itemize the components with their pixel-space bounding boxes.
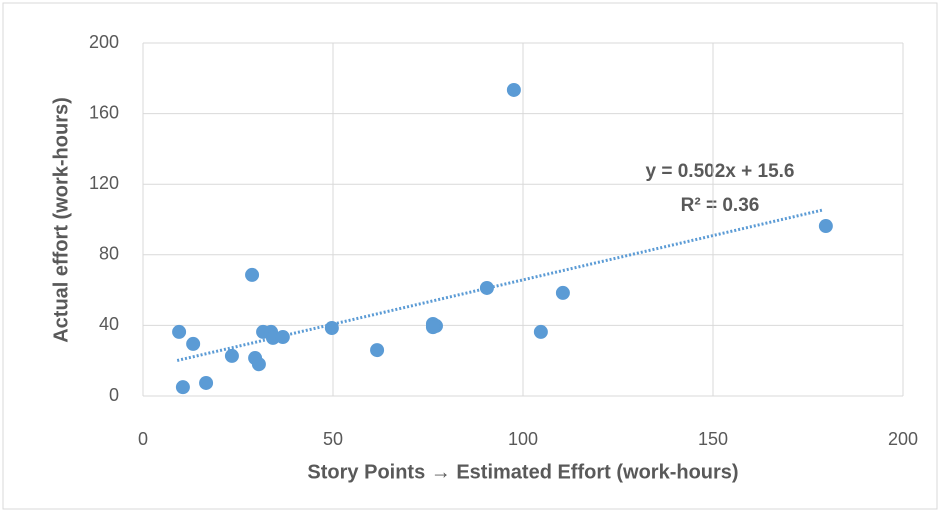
y-axis-title: Actual effort (work-hours) [50,97,72,343]
x-tick-label: 50 [323,429,343,449]
scatter-point [479,280,494,295]
scatter-point [818,219,833,234]
scatter-point [224,348,239,363]
scatter-point [245,267,260,282]
x-axis-title: Story Points → Estimated Effort (work-ho… [307,461,738,483]
scatter-point [425,320,440,335]
scatter-point [199,375,214,390]
scatter-point [251,357,266,372]
y-tick-label: 160 [89,102,119,122]
scatter-point [555,285,570,300]
x-tick-label: 200 [888,429,918,449]
y-tick-label: 120 [89,173,119,193]
x-tick-label: 100 [508,429,538,449]
y-tick-label: 0 [109,385,119,405]
scatter-point [172,324,187,339]
chart-border [2,2,938,510]
scatter-point [175,380,190,395]
trendline [176,208,824,362]
scatter-point [506,82,521,97]
scatter-point [275,330,290,345]
y-tick-label: 200 [89,32,119,52]
scatter-point [186,336,201,351]
x-tick-label: 0 [138,429,148,449]
y-tick-label: 40 [99,314,119,334]
trend-equation: y = 0.502x + 15.6 [646,161,795,182]
scatter-point [370,343,385,358]
y-tick-label: 80 [99,244,119,264]
trend-r-squared: R² = 0.36 [681,195,760,216]
x-tick-label: 150 [698,429,728,449]
scatter-point [533,324,548,339]
scatter-point [324,321,339,336]
